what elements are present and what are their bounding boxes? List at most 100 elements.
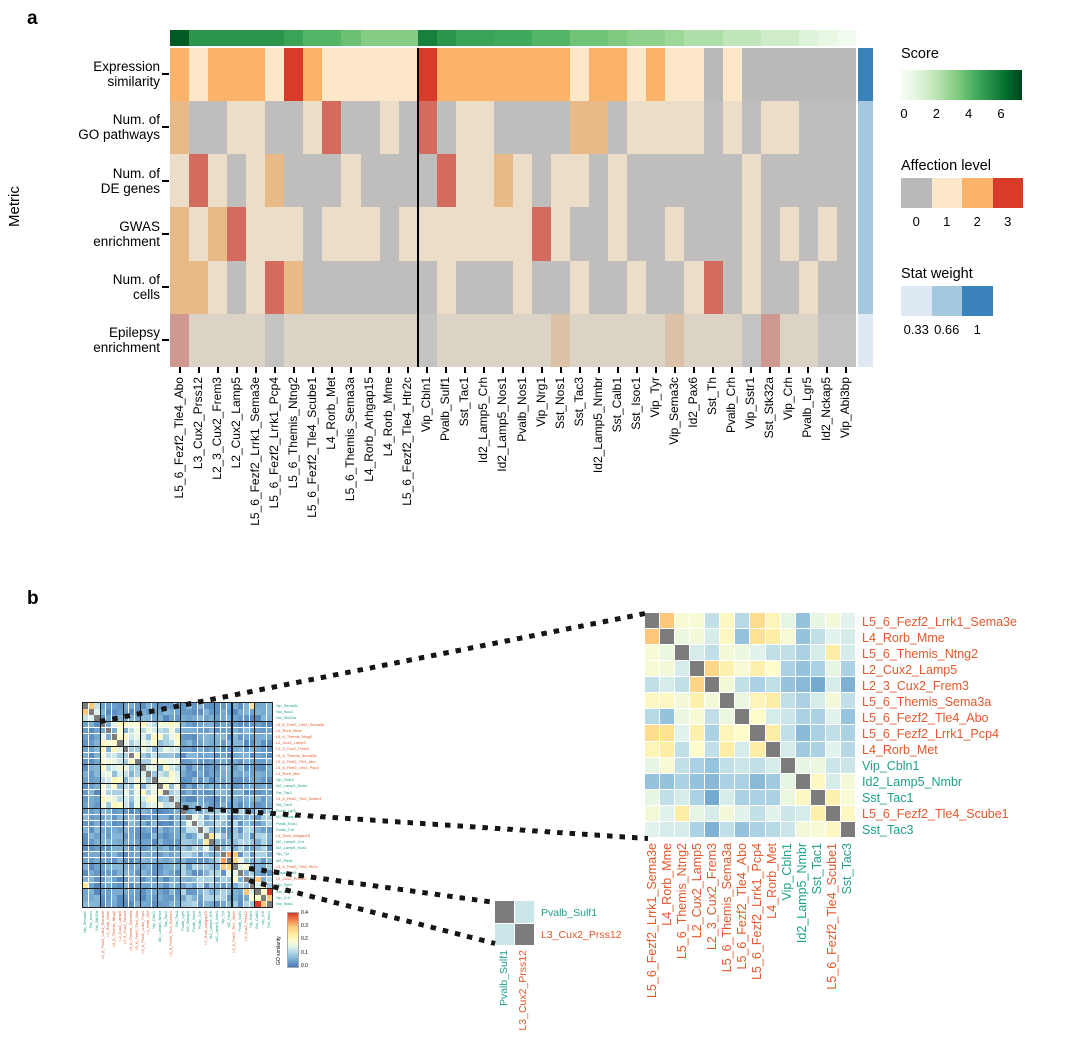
heatmap-cell (474, 207, 494, 261)
column-tick-mark (731, 367, 734, 373)
go-matrix-cell (151, 771, 158, 777)
heatmap-cell (741, 260, 761, 314)
go-matrix-cell (94, 758, 100, 765)
column-tick-mark (540, 367, 543, 373)
heatmap-cell (493, 47, 513, 101)
go-matrix-cell (232, 740, 238, 746)
go-matrix-cell (174, 820, 181, 827)
go-matrix-cell (226, 839, 232, 846)
go-matrix-cell (174, 864, 181, 870)
zoom-matrix-cell (645, 821, 660, 837)
go-matrix-cell (192, 814, 198, 821)
zoom-matrix-cell (765, 725, 780, 741)
go-matrix-cell (151, 764, 158, 771)
go-matrix-cell (174, 876, 181, 883)
go-matrix-cell (88, 845, 94, 852)
go-matrix-cell (151, 740, 158, 746)
go-matrix-cell (238, 746, 244, 753)
go-matrix-column-label: L5_6_Fezf2_Tle4_Scube1 (168, 911, 174, 957)
go-matrix-cell (255, 733, 261, 740)
go-matrix-cell (123, 808, 129, 815)
heatmap-cell (589, 100, 609, 154)
go-matrix-cell (203, 876, 209, 883)
column-tick-mark (311, 367, 314, 373)
go-matrix-cell (174, 851, 181, 858)
go-matrix-cell (88, 895, 94, 901)
go-matrix-cell (128, 876, 135, 883)
go-matrix-column-label: Sst_Isoc1 (88, 911, 94, 929)
go-matrix-cell (128, 851, 135, 858)
go-matrix-cell (94, 833, 100, 839)
heatmap-cell (493, 100, 513, 154)
zoom-matrix-row-label: L5_6_Fezf2_Lrrk1_Pcp4 (862, 726, 999, 741)
zoom-matrix-cell (750, 709, 765, 725)
go-matrix-cell (128, 845, 135, 852)
go-matrix-cell (123, 771, 129, 777)
matrix-block-line-h (83, 887, 272, 890)
go-matrix-row-label: L5_6_Fezf2_Tle4_Htr2c (276, 863, 318, 869)
go-matrix-cell (249, 795, 255, 802)
go-matrix-cell (255, 857, 261, 864)
go-matrix-cell (180, 752, 186, 759)
zoom-matrix-cell (645, 709, 660, 725)
go-matrix-cell (197, 839, 204, 846)
zoom-matrix-cell (735, 693, 750, 709)
go-matrix-cell (111, 864, 117, 870)
go-matrix-cell (174, 783, 181, 790)
go-matrix-cell (174, 870, 181, 876)
zoom-matrix-cell (705, 741, 720, 757)
go-matrix-cell (226, 864, 232, 870)
go-matrix-cell (134, 895, 140, 901)
go-matrix-cell (226, 888, 232, 895)
go-matrix-cell (111, 845, 117, 852)
go-matrix-cell (220, 845, 227, 852)
go-matrix-cell (255, 740, 261, 746)
zoom-matrix-row-label: L5_6_Themis_Ntng2 (862, 646, 979, 661)
go-matrix-cell (203, 715, 209, 722)
heatmap-cell (684, 47, 704, 101)
go-matrix-cell (111, 851, 117, 858)
go-matrix-cell (134, 870, 140, 876)
go-matrix-cell (220, 783, 227, 790)
go-matrix-cell (220, 758, 227, 765)
heatmap-cell (322, 47, 342, 101)
go-matrix-cell (174, 752, 181, 759)
heatmap-cell (779, 260, 799, 314)
go-matrix-cell (232, 758, 238, 765)
go-matrix-cell (146, 870, 152, 876)
go-matrix-cell (226, 876, 232, 883)
go-matrix-cell (249, 833, 255, 839)
go-matrix-cell (157, 851, 163, 858)
go-colorbar-tick-label: 0.4 (301, 910, 308, 916)
go-matrix-cell (94, 870, 100, 876)
go-matrix-cell (249, 857, 255, 864)
heatmap-cell (398, 207, 418, 261)
zoom-matrix-cell (825, 821, 840, 837)
heatmap-cell (265, 207, 285, 261)
score-cell (436, 30, 456, 46)
go-matrix-cell (203, 882, 209, 889)
go-matrix-cell (174, 888, 181, 895)
go-matrix-cell (249, 740, 255, 746)
go-matrix-cell (215, 703, 221, 709)
zoom-matrix-cell (750, 629, 765, 645)
go-matrix-cell (83, 808, 89, 815)
go-matrix-cell (88, 783, 94, 790)
go-matrix-cell (261, 703, 267, 709)
go-matrix-cell (146, 839, 152, 846)
go-matrix-cell (197, 888, 204, 895)
score-tick-label: 4 (965, 106, 973, 121)
matrix-block-line-h (83, 745, 272, 747)
zoom-matrix-cell (765, 741, 780, 757)
go-matrix-cell (100, 777, 106, 784)
go-matrix-cell (180, 882, 186, 889)
go-matrix-row-label: Vip_Crh (276, 894, 290, 900)
go-matrix-cell (266, 851, 272, 858)
go-matrix-cell (105, 758, 112, 765)
go-matrix-cell (266, 888, 272, 895)
go-matrix-cell (215, 882, 221, 889)
zoom-matrix-cell (825, 661, 840, 677)
zoom-matrix-cell (795, 677, 810, 693)
score-cell (189, 30, 209, 46)
go-matrix-cell (169, 709, 175, 715)
